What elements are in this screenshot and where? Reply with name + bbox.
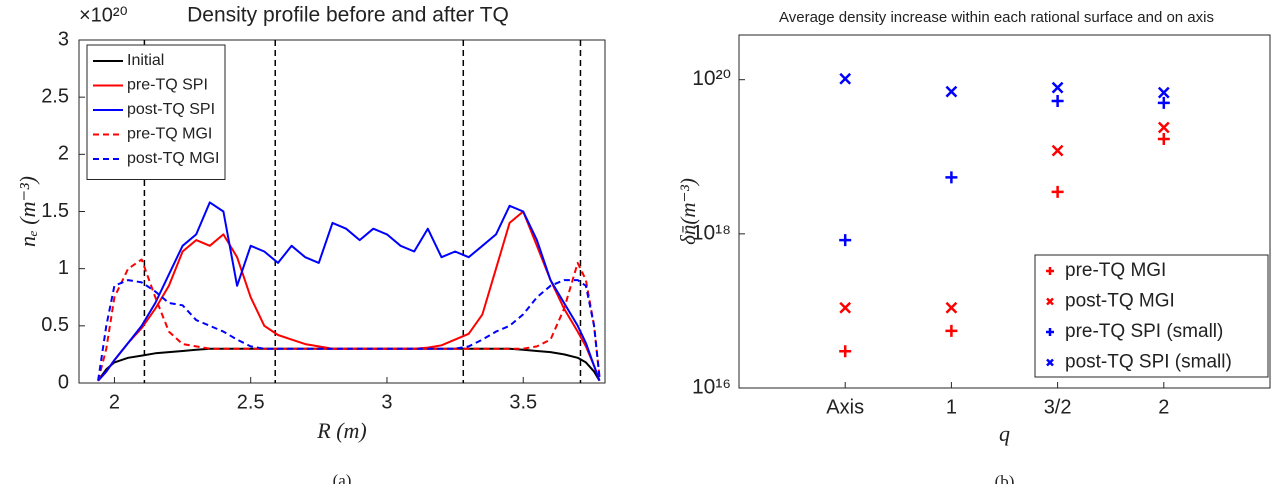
data-point <box>1051 94 1064 107</box>
y-tick-label: 10²⁰ <box>692 67 731 90</box>
data-point <box>1051 144 1064 157</box>
y-axis-label: nₑ (m⁻³) <box>15 176 40 247</box>
series-line <box>97 347 601 382</box>
x-tick-label: 3/2 <box>1044 396 1072 418</box>
x-tick-label: 3 <box>381 391 392 413</box>
series-line <box>97 279 601 381</box>
chart-title: Average density increase within each rat… <box>779 9 1214 26</box>
y-tick-label: 0.5 <box>41 314 69 336</box>
data-point <box>1157 96 1170 109</box>
data-point <box>945 324 958 337</box>
y-tick-label: 10¹⁶ <box>692 376 731 399</box>
data-point <box>839 345 852 358</box>
x-axis-label: q <box>999 421 1010 446</box>
caption: (a) <box>333 471 352 484</box>
data-point <box>839 72 852 85</box>
y-tick-label: 0 <box>58 371 69 393</box>
y-tick-label: 2 <box>58 143 69 165</box>
legend-label: pre-TQ SPI (small) <box>1065 321 1223 342</box>
caption: (b) <box>995 472 1015 484</box>
legend-marker <box>1046 267 1054 275</box>
x-tick-label: 3.5 <box>509 391 537 413</box>
data-point <box>945 85 958 98</box>
y-tick-label: 3 <box>58 28 69 50</box>
y-axis-label: δn̄(m⁻³) <box>676 178 700 245</box>
legend-marker <box>1046 358 1054 367</box>
x-axis-label: R (m) <box>316 418 366 443</box>
series-line <box>97 201 601 382</box>
legend-marker <box>1046 297 1054 306</box>
legend-label: post-TQ SPI (small) <box>1065 352 1232 373</box>
series-line <box>97 258 601 381</box>
data-point <box>839 301 852 314</box>
x-tick-label: 2.5 <box>237 391 265 413</box>
legend-box <box>1034 254 1269 378</box>
legend-box <box>86 44 226 180</box>
x-tick-label: 2 <box>109 391 120 413</box>
x-tick-label: Axis <box>826 396 864 418</box>
data-point <box>1051 81 1064 94</box>
series-line <box>97 210 601 382</box>
legend-label: Initial <box>127 52 164 69</box>
legend-label: post-TQ MGI <box>1065 291 1175 312</box>
legend-label: pre-TQ SPI <box>127 77 208 94</box>
y-tick-label: 10¹⁸ <box>692 221 731 244</box>
legend-label: pre-TQ MGI <box>127 126 212 143</box>
y-tick-label: 1.5 <box>41 200 69 222</box>
legend-label: post-TQ SPI <box>127 101 215 118</box>
x-tick-label: 1 <box>946 396 957 418</box>
data-point <box>945 301 958 314</box>
axis-multiplier: ×10²⁰ <box>79 4 128 26</box>
data-point <box>839 234 852 247</box>
legend-marker <box>1046 328 1054 336</box>
data-point <box>945 171 958 184</box>
legend-label: post-TQ MGI <box>127 150 219 167</box>
data-point <box>1157 121 1170 134</box>
plot-frame <box>738 34 1271 389</box>
data-point <box>1157 86 1170 99</box>
y-tick-label: 2.5 <box>41 85 69 107</box>
legend-label: pre-TQ MGI <box>1065 260 1166 281</box>
chart-title: Density profile before and after TQ <box>187 4 509 27</box>
y-tick-label: 1 <box>58 257 69 279</box>
x-tick-label: 2 <box>1158 396 1169 418</box>
data-point <box>1157 133 1170 146</box>
data-point <box>1051 185 1064 198</box>
